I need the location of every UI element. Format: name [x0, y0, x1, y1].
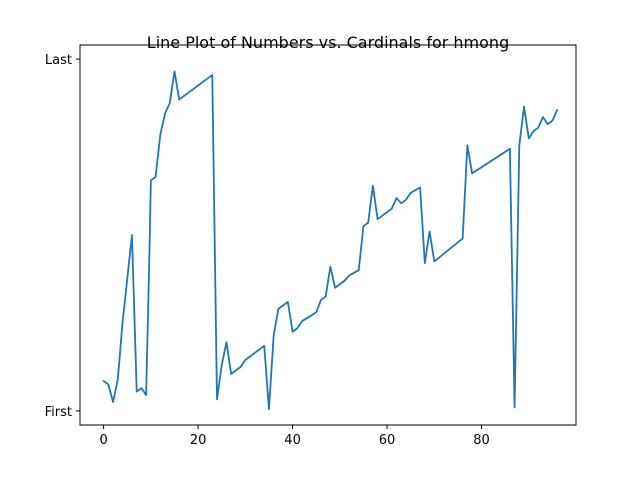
- chart-title: Line Plot of Numbers vs. Cardinals for h…: [147, 33, 509, 52]
- x-tick-label: 40: [284, 433, 301, 448]
- x-tick-label: 60: [379, 433, 396, 448]
- axes: 0 20 40 60 80 First Last: [45, 53, 490, 448]
- plot-area: [102, 70, 558, 411]
- x-tick-label: 80: [473, 433, 490, 448]
- y-tick-label: First: [45, 405, 72, 420]
- x-tick-label: 0: [99, 433, 107, 448]
- series-line: [102, 70, 558, 411]
- x-tick-label: 20: [190, 433, 207, 448]
- y-tick-label: Last: [45, 53, 72, 68]
- axes-frame: [79, 44, 577, 426]
